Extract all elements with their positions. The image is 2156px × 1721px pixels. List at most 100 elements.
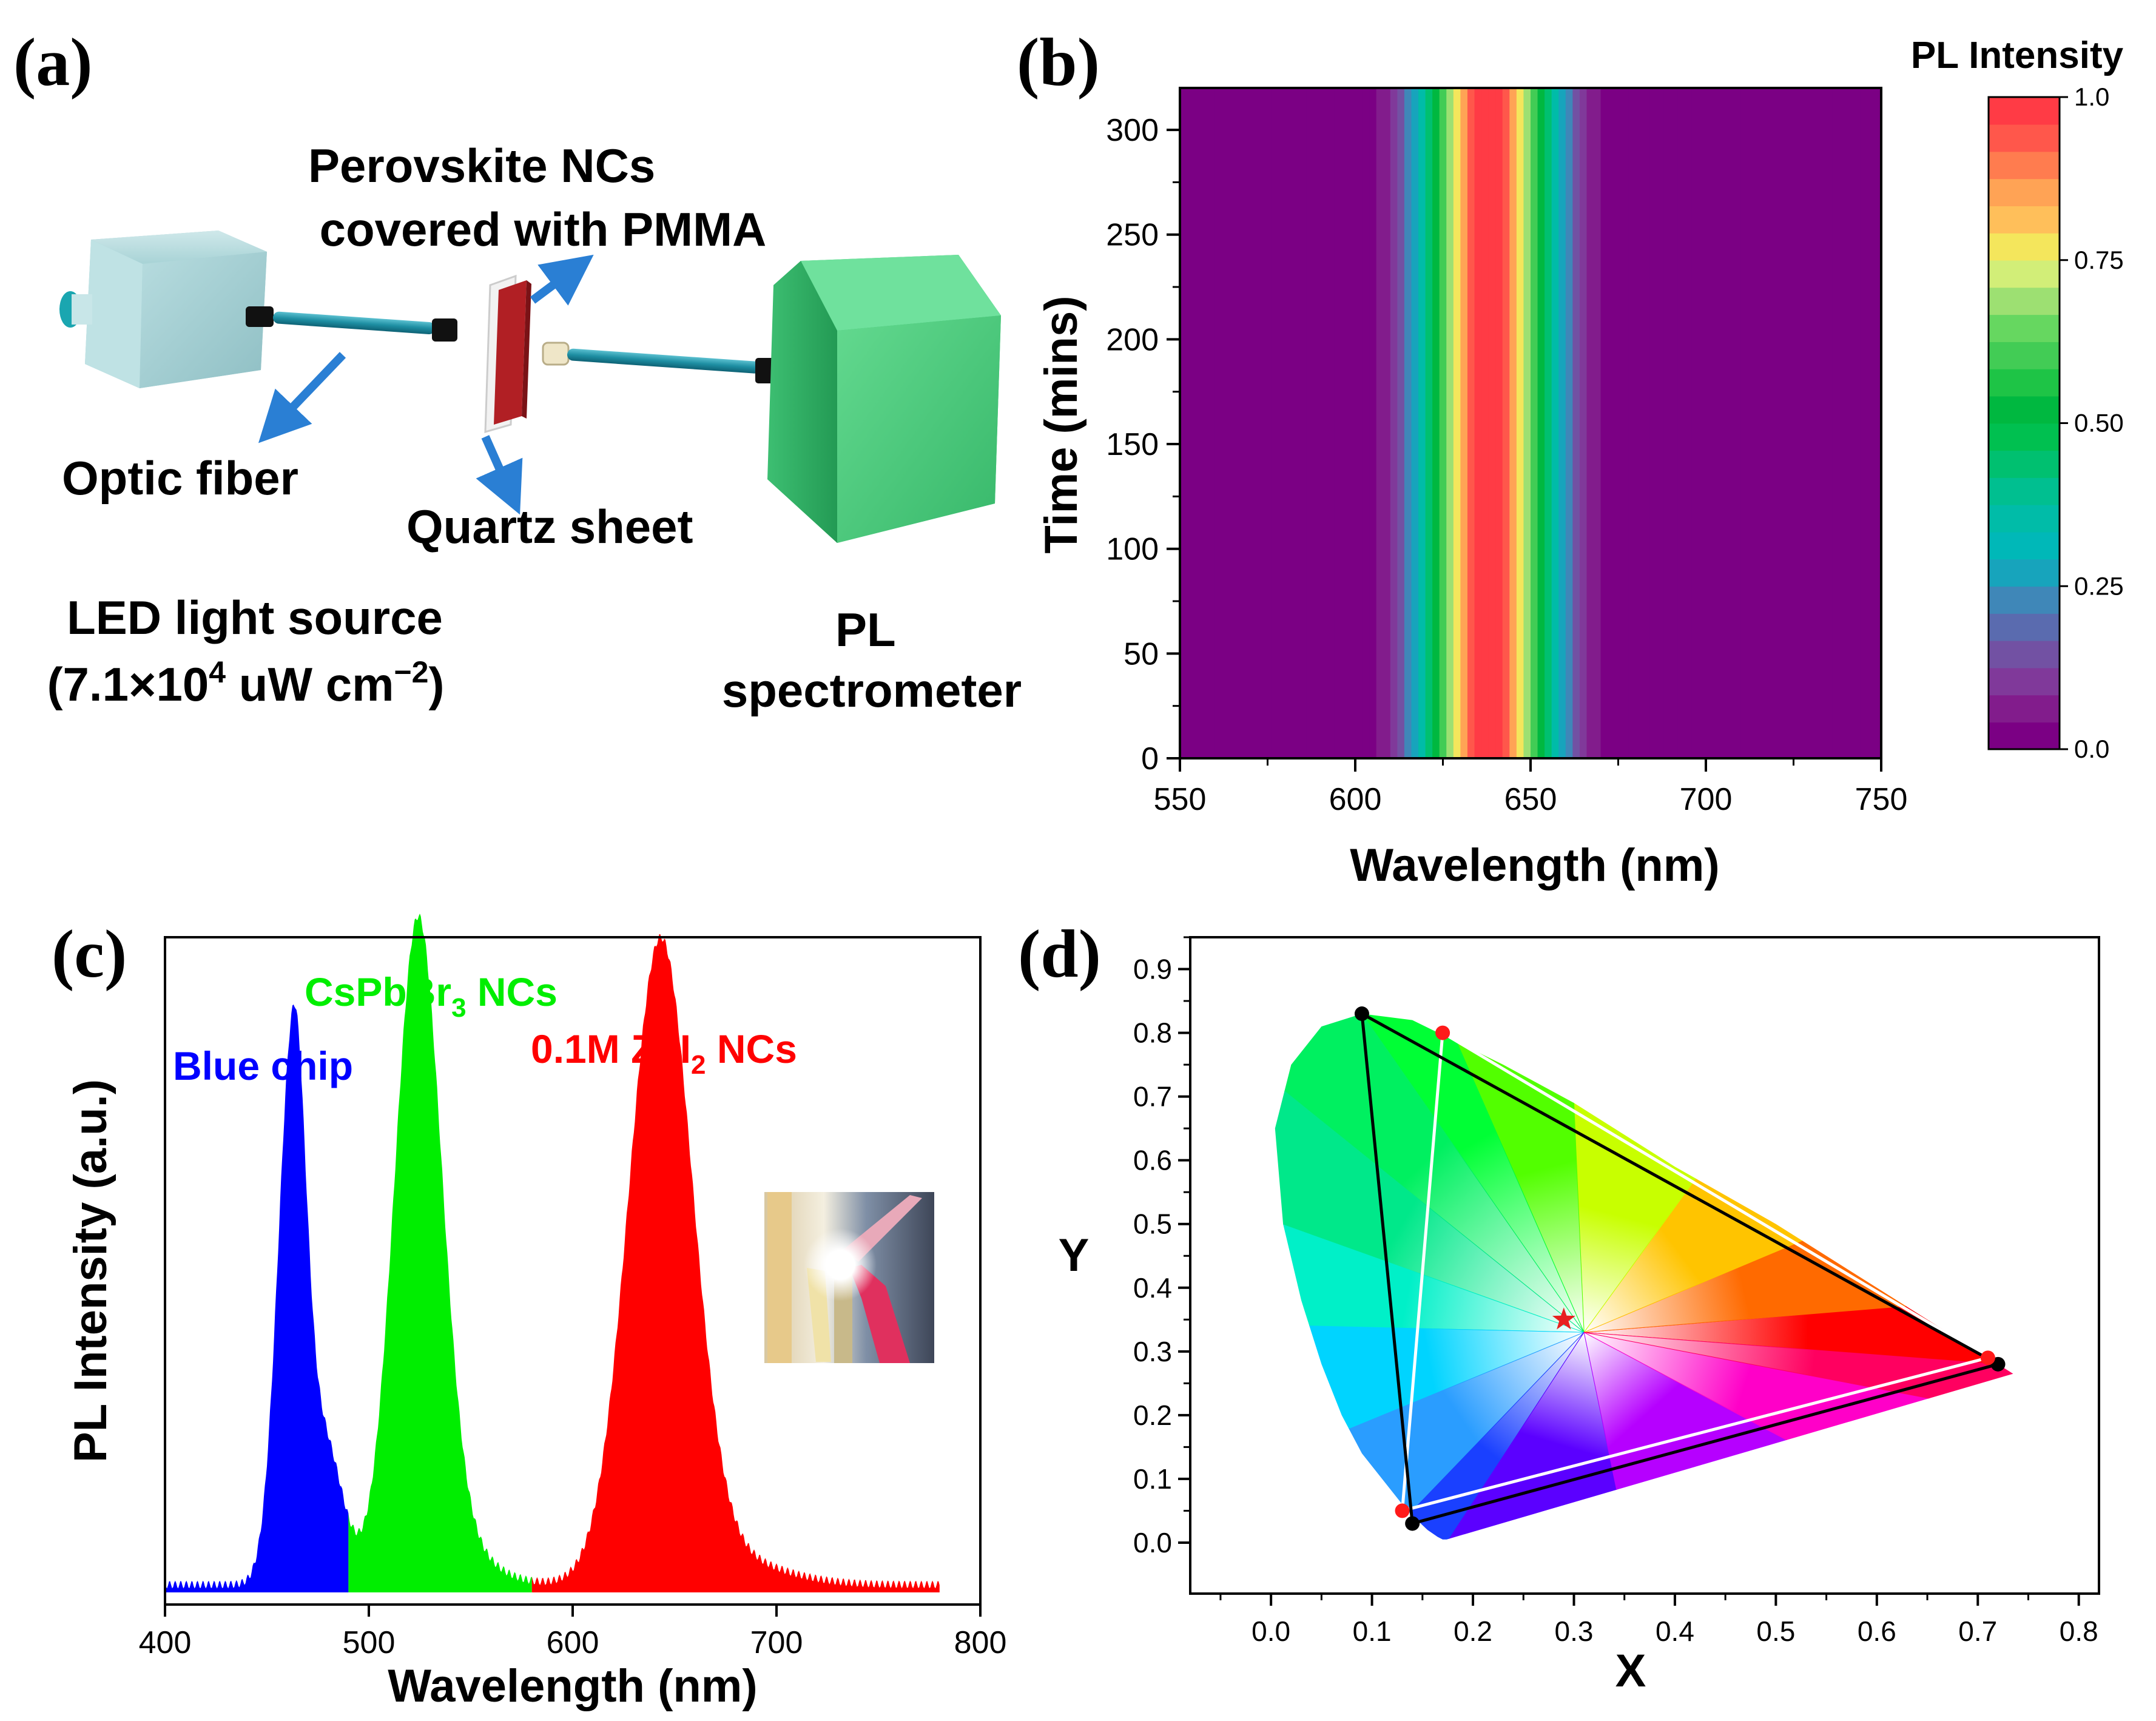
heatmap-column (1776, 88, 1784, 758)
heatmap-column (1860, 88, 1868, 758)
heatmap-column (1734, 88, 1742, 758)
heatmap-y-tick-label: 200 (1106, 322, 1159, 357)
colorbar-title: PL Intensity (1911, 35, 2124, 76)
cie-y-tick-label: 0.9 (1133, 954, 1172, 985)
heatmap-column (1754, 88, 1763, 758)
heatmap-column (1285, 88, 1293, 758)
heatmap-column (1839, 88, 1847, 758)
led-source-label: LED light source (67, 591, 443, 644)
heatmap-column (1636, 88, 1643, 758)
colorbar-level (1989, 396, 2060, 424)
colorbar-tick-label: 0.25 (2074, 571, 2124, 600)
heatmap-column (1341, 88, 1349, 758)
colorbar-level (1989, 232, 2060, 261)
cie-y-tick-label: 0.7 (1133, 1081, 1172, 1113)
heatmap-column (1523, 88, 1531, 758)
heatmap-column (1614, 88, 1622, 758)
heatmap-y-tick-label: 50 (1123, 636, 1159, 672)
heatmap-column (1467, 88, 1475, 758)
heatmap-column (1474, 88, 1482, 758)
heatmap-column (1236, 88, 1244, 758)
cie-triangles (1354, 1006, 2006, 1531)
heatmap-column (1600, 88, 1608, 758)
colorbar-level (1989, 477, 2060, 505)
heatmap-column (1762, 88, 1770, 758)
heatmap-column (1214, 88, 1222, 758)
colorbar-level (1989, 667, 2060, 696)
sample-label: Perovskite NCs covered with PMMA (308, 139, 766, 256)
colorbar-level (1989, 504, 2060, 533)
heatmap-column (1187, 88, 1194, 758)
colorbar: 0.0 0.25 0.50 0.75 1.0 (1987, 83, 2124, 763)
cie-color-sector (1275, 1014, 1585, 1333)
pl-spectrometer-icon (767, 255, 1001, 543)
cie-y-tick-label: 0.0 (1133, 1527, 1172, 1558)
spectrum-x-tick-label: 800 (954, 1625, 1007, 1660)
heatmap-column (1278, 88, 1285, 758)
optic-fiber-right-icon (542, 342, 780, 383)
cie-frame (1189, 936, 2100, 1595)
heatmap-column (1545, 88, 1552, 758)
spectrum-x-tick-label: 700 (750, 1625, 803, 1660)
heatmap-column (1355, 88, 1363, 758)
cie-x-tick-label: 0.3 (1555, 1615, 1594, 1647)
heatmap-y-tick-label: 150 (1106, 427, 1159, 462)
heatmap-column (1691, 88, 1700, 758)
cie-x-tick-label: 0.7 (1958, 1615, 1997, 1647)
heatmap-column (1250, 88, 1258, 758)
spectrum-series-0 (165, 1004, 349, 1592)
cie-vertex-red (1435, 1025, 1450, 1040)
cie-vertex-red (1980, 1350, 1995, 1366)
colorbar-level (1989, 342, 2060, 369)
heatmap-column (1685, 88, 1693, 758)
colorbar-level (1989, 450, 2060, 478)
heatmap-column (1376, 88, 1384, 758)
heatmap-column (1565, 88, 1573, 758)
spectrum-x-tick-label: 600 (547, 1625, 599, 1660)
heatmap-column (1201, 88, 1208, 758)
led-power-label: (7.1×104 uW cm−2) (47, 655, 445, 711)
heatmap-column (1706, 88, 1714, 758)
optic-fiber-label: Optic fiber (62, 451, 298, 505)
colorbar-level (1989, 531, 2060, 560)
heatmap-column (1720, 88, 1728, 758)
cie-y-tick-label: 0.3 (1133, 1336, 1172, 1367)
panel-b-heatmap: (b) 550 600 650 700 750 0 50 100 150 200 250 300 Wa… (1017, 25, 2124, 891)
arrow-sample (530, 254, 594, 306)
colorbar-tick-label: 1.0 (2074, 83, 2109, 111)
cie-axes: 0.0 0.1 0.2 0.3 0.4 0.5 0.6 0.7 0.8 0.0 0.1 0.2 0.3 0… (1133, 936, 2098, 1647)
heatmap-column (1726, 88, 1734, 758)
colorbar-level (1989, 124, 2060, 152)
heatmap-column (1790, 88, 1797, 758)
heatmap-column (1832, 88, 1840, 758)
heatmap-column (1804, 88, 1811, 758)
heatmap-column (1628, 88, 1636, 758)
cie-x-tick-label: 0.5 (1756, 1615, 1795, 1647)
heatmap-column (1425, 88, 1433, 758)
heatmap-column (1320, 88, 1328, 758)
colorbar-level (1989, 586, 2060, 614)
heatmap-x-axis-title: Wavelength (nm) (1350, 840, 1719, 891)
heatmap-column (1460, 88, 1468, 758)
heatmap-y-tick-label: 0 (1141, 741, 1159, 776)
panel-a-label: (a) (13, 25, 93, 100)
panel-c-spectrum: (c) 400 500 600 700 800 Wavelength (nm) PL I… (52, 914, 1006, 1712)
heatmap-column (1572, 88, 1580, 758)
heatmap-column (1488, 88, 1496, 758)
heatmap-column (1264, 88, 1272, 758)
heatmap-column (1327, 88, 1335, 758)
heatmap-column (1453, 88, 1461, 758)
heatmap-column (1677, 88, 1685, 758)
heatmap-x-tick-label: 550 (1154, 782, 1207, 817)
quartz-sheet-icon (484, 274, 531, 434)
heatmap-column (1783, 88, 1791, 758)
heatmap-column (1292, 88, 1300, 758)
heatmap-column (1558, 88, 1566, 758)
heatmap-column (1657, 88, 1665, 758)
heatmap-column (1853, 88, 1861, 758)
spectrum-y-axis-title: PL Intensity (a.u.) (65, 1079, 116, 1463)
heatmap-column (1608, 88, 1615, 758)
heatmap-y-axis-title: Time (mins) (1036, 295, 1087, 553)
colorbar-level (1989, 368, 2060, 397)
